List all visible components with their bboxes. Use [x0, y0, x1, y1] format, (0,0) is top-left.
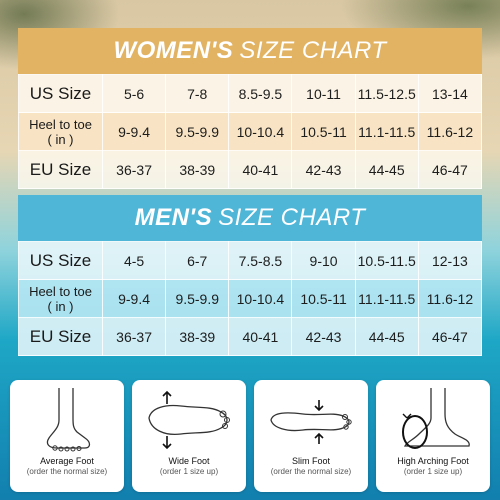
size-chart: WOMEN'S SIZE CHART US Size 5-6 7-8 8.5-9…	[18, 28, 483, 356]
foot-note: (order 1 size up)	[403, 467, 463, 476]
table-cell: 8.5-9.5	[228, 74, 293, 113]
table-cell: 4-5	[101, 241, 167, 280]
foot-card-wide: Wide Foot (order 1 size up)	[132, 380, 246, 492]
table-cell: 9-10	[291, 241, 356, 280]
wide-foot-icon	[148, 390, 230, 450]
table-cell: 10.5-11	[291, 279, 356, 318]
row-label: US Size	[18, 74, 103, 113]
table-cell: 10.5-11	[291, 112, 356, 151]
women-title-thin: SIZE CHART	[239, 37, 387, 64]
table-row: Heel to toe ( in ) 9-9.4 9.5-9.9 10-10.4…	[18, 112, 483, 151]
table-cell: 36-37	[101, 317, 167, 356]
foot-name: High Arching Foot	[397, 456, 469, 466]
women-size-table: US Size 5-6 7-8 8.5-9.5 10-11 11.5-12.5 …	[18, 74, 483, 189]
table-cell: 10-10.4	[228, 112, 293, 151]
table-cell: 9.5-9.9	[165, 279, 230, 318]
foot-name: Wide Foot	[168, 456, 210, 466]
foot-card-high-arch: High Arching Foot (order 1 size up)	[376, 380, 490, 492]
foot-name: Slim Foot	[291, 456, 330, 466]
foot-name: Average Foot	[40, 456, 94, 466]
table-cell: 44-45	[354, 317, 419, 356]
table-cell: 38-39	[165, 150, 230, 189]
table-cell: 40-41	[228, 150, 293, 189]
table-cell: 10.5-11.5	[354, 241, 419, 280]
row-label: EU Size	[18, 150, 103, 189]
men-size-chart-title: MEN'S SIZE CHART	[18, 195, 482, 241]
foot-note: (order 1 size up)	[159, 467, 219, 476]
table-cell: 36-37	[101, 150, 167, 189]
table-row: Heel to toe ( in ) 9-9.4 9.5-9.9 10-10.4…	[18, 279, 483, 318]
table-row: US Size 4-5 6-7 7.5-8.5 9-10 10.5-11.5 1…	[18, 241, 483, 280]
table-cell: 10-11	[291, 74, 356, 113]
men-title-bold: MEN'S	[134, 204, 213, 231]
foot-note: (order the normal size)	[26, 467, 108, 476]
table-cell: 5-6	[101, 74, 167, 113]
row-label: US Size	[18, 241, 103, 280]
table-cell: 42-43	[291, 317, 356, 356]
table-cell: 44-45	[354, 150, 419, 189]
table-cell: 6-7	[165, 241, 230, 280]
row-label: Heel to toe ( in )	[18, 279, 103, 318]
slim-foot-icon	[270, 400, 352, 444]
row-label: Heel to toe ( in )	[18, 112, 103, 151]
foot-type-cards: Average Foot (order the normal size) Wid…	[10, 380, 490, 492]
high-arch-foot-icon	[402, 388, 470, 449]
foot-note: (order the normal size)	[270, 467, 352, 476]
foot-card-average: Average Foot (order the normal size)	[10, 380, 124, 492]
table-cell: 42-43	[291, 150, 356, 189]
table-cell: 7-8	[165, 74, 230, 113]
women-title-bold: WOMEN'S	[113, 37, 234, 64]
table-cell: 38-39	[165, 317, 230, 356]
table-row: US Size 5-6 7-8 8.5-9.5 10-11 11.5-12.5 …	[18, 74, 483, 113]
table-cell: 46-47	[417, 150, 483, 189]
table-cell: 13-14	[417, 74, 483, 113]
table-cell: 40-41	[228, 317, 293, 356]
table-row: EU Size 36-37 38-39 40-41 42-43 44-45 46…	[18, 150, 483, 189]
table-cell: 11.1-11.5	[354, 279, 419, 318]
table-cell: 11.1-11.5	[354, 112, 419, 151]
table-cell: 9-9.4	[101, 279, 167, 318]
average-foot-icon	[46, 388, 91, 452]
table-cell: 11.6-12	[417, 112, 483, 151]
foot-card-slim: Slim Foot (order the normal size)	[254, 380, 368, 492]
table-cell: 10-10.4	[228, 279, 293, 318]
men-title-thin: SIZE CHART	[218, 204, 366, 231]
women-size-chart-title: WOMEN'S SIZE CHART	[18, 28, 482, 74]
table-cell: 12-13	[417, 241, 483, 280]
table-cell: 9-9.4	[101, 112, 167, 151]
table-cell: 9.5-9.9	[165, 112, 230, 151]
row-label: EU Size	[18, 317, 103, 356]
men-size-table: US Size 4-5 6-7 7.5-8.5 9-10 10.5-11.5 1…	[18, 241, 483, 356]
table-cell: 7.5-8.5	[228, 241, 293, 280]
table-cell: 11.6-12	[417, 279, 483, 318]
table-row: EU Size 36-37 38-39 40-41 42-43 44-45 46…	[18, 317, 483, 356]
table-cell: 11.5-12.5	[354, 74, 419, 113]
table-cell: 46-47	[417, 317, 483, 356]
